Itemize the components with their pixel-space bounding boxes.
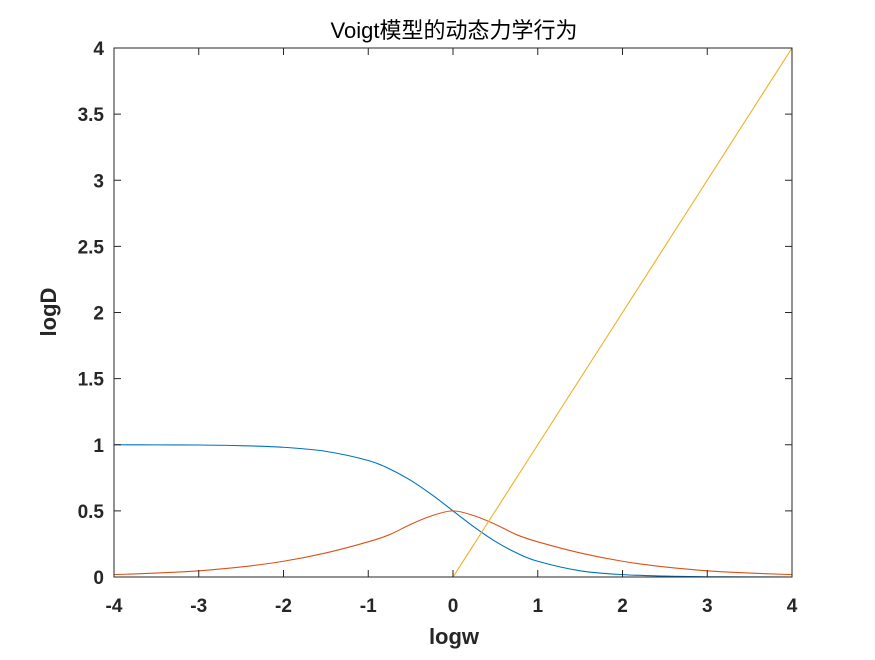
y-tick-label: 0 (93, 568, 104, 589)
y-tick-label: 2.5 (78, 237, 105, 258)
x-tick-label: 4 (787, 596, 798, 617)
y-tick-label: 1 (93, 436, 104, 457)
x-axis-title: logw (429, 624, 480, 649)
axes-box (113, 47, 793, 578)
x-tick-label: 2 (617, 596, 628, 617)
x-tick-label: -2 (275, 596, 292, 617)
x-tick-label: 1 (532, 596, 543, 617)
series-line-2 (113, 510, 793, 576)
chart-title: Voigt模型的动态力学行为 (331, 18, 578, 43)
x-tick-label: -1 (360, 596, 377, 617)
y-tick-label: 1.5 (78, 370, 105, 391)
axes-layer (113, 47, 793, 578)
x-tick-label: 0 (448, 596, 459, 617)
x-tick-label: 3 (702, 596, 713, 617)
y-axis-title: logD (36, 288, 61, 337)
y-tick-label: 3 (93, 171, 104, 192)
y-tick-label: 4 (93, 39, 104, 60)
series-layer (113, 47, 793, 578)
x-tick-label: -4 (106, 596, 123, 617)
x-tick-label: -3 (190, 596, 207, 617)
y-tick-label: 3.5 (78, 105, 105, 126)
y-tick-label: 0.5 (78, 502, 105, 523)
series-line-3 (452, 47, 793, 578)
y-tick-label: 2 (93, 304, 104, 325)
ticks-layer: -4 -3 -2 -1 0 1 2 3 4 0 0.5 1 1.5 2 2.5 3 3.5 4 (78, 39, 798, 617)
